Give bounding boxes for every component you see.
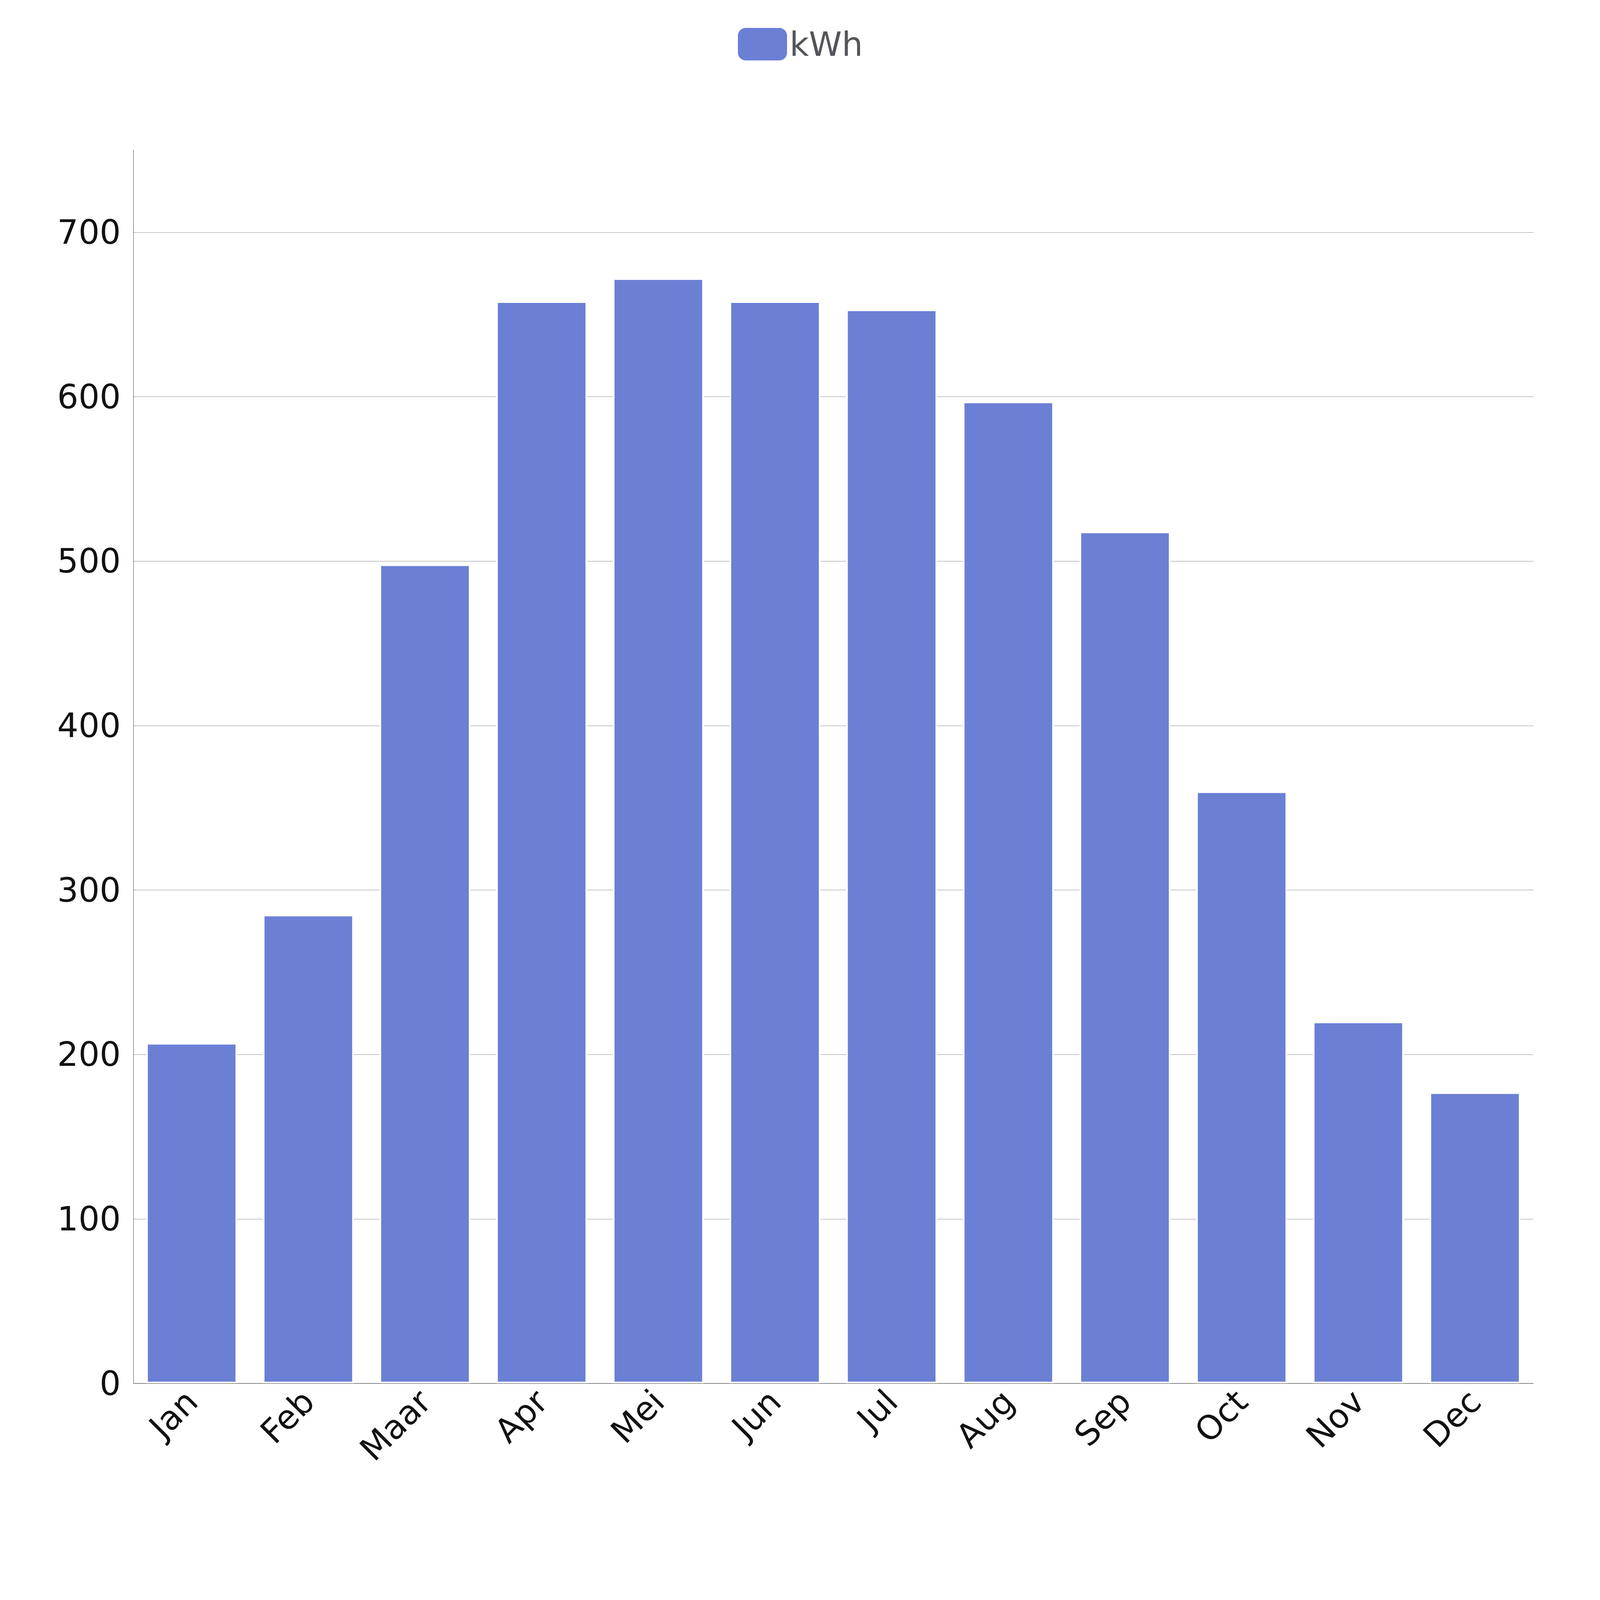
svg-text:Apr: Apr <box>487 1382 556 1451</box>
svg-text:Feb: Feb <box>252 1382 323 1452</box>
svg-text:Mei: Mei <box>603 1382 673 1451</box>
svg-text:200: 200 <box>57 1035 121 1074</box>
svg-text:kWh: kWh <box>789 25 863 64</box>
svg-text:100: 100 <box>57 1199 121 1239</box>
svg-text:500: 500 <box>57 541 121 581</box>
svg-text:Jan: Jan <box>140 1382 205 1448</box>
svg-text:Aug: Aug <box>948 1382 1023 1456</box>
svg-text:700: 700 <box>57 212 121 252</box>
svg-text:Jun: Jun <box>722 1382 789 1448</box>
svg-text:Dec: Dec <box>1415 1382 1489 1455</box>
svg-text:Jul: Jul <box>847 1382 906 1440</box>
svg-text:Nov: Nov <box>1298 1382 1373 1456</box>
svg-text:0: 0 <box>99 1364 121 1403</box>
svg-text:300: 300 <box>57 870 121 910</box>
svg-text:400: 400 <box>57 706 121 745</box>
svg-text:Maar: Maar <box>352 1382 439 1469</box>
svg-text:600: 600 <box>57 377 121 417</box>
svg-text:Oct: Oct <box>1187 1382 1256 1451</box>
svg-text:Sep: Sep <box>1067 1382 1139 1454</box>
